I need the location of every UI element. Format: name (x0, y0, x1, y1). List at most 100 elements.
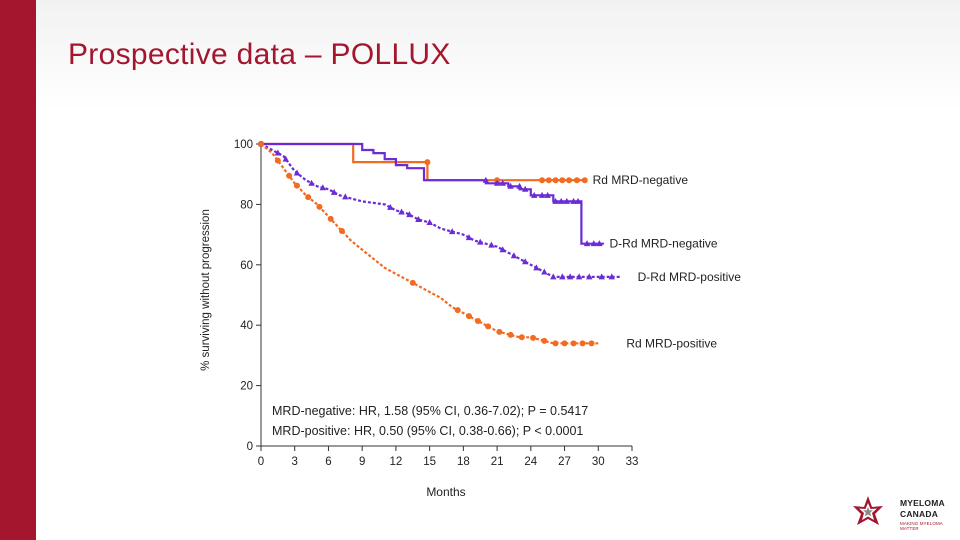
censor-mark (465, 234, 473, 241)
censor-mark (541, 337, 548, 344)
censor-mark (541, 268, 548, 275)
censor-mark (293, 169, 301, 176)
censor-mark (598, 273, 605, 280)
censor-mark (293, 182, 300, 189)
axes: 0 3 6 9 12 15 18 21 24 27 30 33 0 20 40 60 80 100 (234, 139, 639, 468)
censor-mark (539, 177, 546, 184)
series-label-3: Rd MRD-positive (626, 336, 717, 350)
censor-mark (538, 191, 546, 198)
x-tick-label-6: 6 (325, 456, 331, 468)
km-chart: 0 3 6 9 12 15 18 21 24 27 30 33 0 20 40 60 80 100 Rd MRD-… (195, 128, 745, 500)
x-tick-label-21: 21 (491, 456, 504, 468)
censor-mark (552, 177, 559, 184)
y-tick-label-0: 0 (247, 441, 253, 453)
censor-mark (387, 203, 394, 210)
censor-mark (521, 185, 529, 192)
x-tick-label-0: 0 (258, 456, 264, 468)
censor-mark (566, 273, 574, 280)
censor-mark (482, 176, 490, 183)
censor-mark (563, 197, 570, 204)
censor-mark (559, 177, 566, 184)
censor-mark (588, 340, 595, 347)
censor-mark (544, 191, 551, 198)
annotation-mrd-positive: MRD-positive: HR, 0.50 (95% CI, 0.38-0.6… (272, 424, 583, 438)
slide-title: Prospective data – POLLUX (68, 38, 451, 71)
censor-mark (570, 197, 577, 204)
y-tick-label-80: 80 (240, 199, 253, 211)
x-tick-label-33: 33 (626, 456, 639, 468)
series-rd-mrd-positive (258, 141, 599, 347)
censor-mark (406, 211, 413, 218)
censor-mark (590, 240, 597, 247)
censor-mark (330, 188, 338, 195)
censor-mark (499, 179, 506, 186)
censor-mark (286, 172, 293, 179)
y-tick-label-20: 20 (240, 381, 253, 393)
x-tick-label-24: 24 (524, 456, 537, 468)
x-axis-label: Months (426, 485, 465, 499)
censor-mark (552, 340, 559, 347)
censor-mark (570, 340, 577, 347)
censor-mark (499, 246, 506, 253)
hr-annotations: MRD-negative: HR, 1.58 (95% CI, 0.36-7.0… (272, 404, 588, 438)
censor-mark (557, 197, 565, 204)
x-tick-label-15: 15 (423, 456, 436, 468)
censor-mark (448, 228, 456, 235)
censor-mark (507, 331, 514, 338)
censor-mark (282, 155, 289, 162)
censor-mark (530, 191, 538, 198)
censor-mark (533, 264, 540, 271)
censor-mark (574, 197, 582, 204)
censor-mark (586, 273, 593, 280)
censor-mark (424, 159, 431, 166)
censor-mark (575, 273, 583, 280)
censor-mark (274, 157, 281, 164)
censor-mark (545, 177, 552, 184)
left-accent-bar (0, 0, 36, 540)
series-d-rd-mrd-positive (258, 141, 621, 280)
censor-mark (507, 182, 514, 189)
censor-mark (305, 194, 312, 201)
censor-mark (398, 208, 405, 215)
censor-mark (510, 252, 518, 259)
censor-mark (530, 334, 537, 341)
censor-mark (308, 179, 315, 186)
censor-mark (415, 216, 422, 222)
censor-mark (485, 323, 492, 330)
x-tick-label-18: 18 (457, 456, 470, 468)
logo-line-3: MAKING MYELOMA MATTER (900, 521, 943, 531)
y-tick-label-40: 40 (240, 320, 253, 332)
logo-line-2: CANADA (900, 509, 939, 519)
censor-mark (474, 317, 481, 324)
censor-mark (583, 240, 591, 247)
censor-mark (477, 238, 484, 245)
censor-mark (561, 340, 568, 347)
censor-mark (342, 193, 349, 200)
censor-mark (596, 240, 603, 247)
censor-mark (573, 177, 580, 184)
censor-mark (496, 328, 503, 335)
censor-mark (566, 177, 573, 184)
censor-mark (608, 273, 615, 280)
censor-mark (319, 184, 327, 191)
censor-mark (521, 258, 529, 265)
censor-mark (518, 334, 525, 341)
y-tick-label-60: 60 (240, 260, 253, 272)
censor-mark (426, 219, 433, 226)
censor-mark (316, 203, 323, 210)
logo-line-1: MYELOMA (900, 498, 945, 508)
censor-mark (274, 149, 282, 156)
x-tick-label-12: 12 (390, 456, 403, 468)
censor-mark (581, 177, 588, 184)
series-group (258, 141, 621, 347)
myeloma-canada-logo (853, 496, 883, 525)
censor-mark (516, 182, 523, 189)
censor-mark (327, 215, 334, 222)
series-label-1: D-Rd MRD-negative (610, 237, 718, 251)
censor-mark (579, 340, 586, 347)
series-label-0: Rd MRD-negative (593, 173, 689, 187)
censor-mark (488, 241, 495, 248)
start-point (258, 141, 264, 147)
censor-mark (465, 313, 472, 320)
y-axis-label: % surviving without progression (200, 209, 212, 371)
